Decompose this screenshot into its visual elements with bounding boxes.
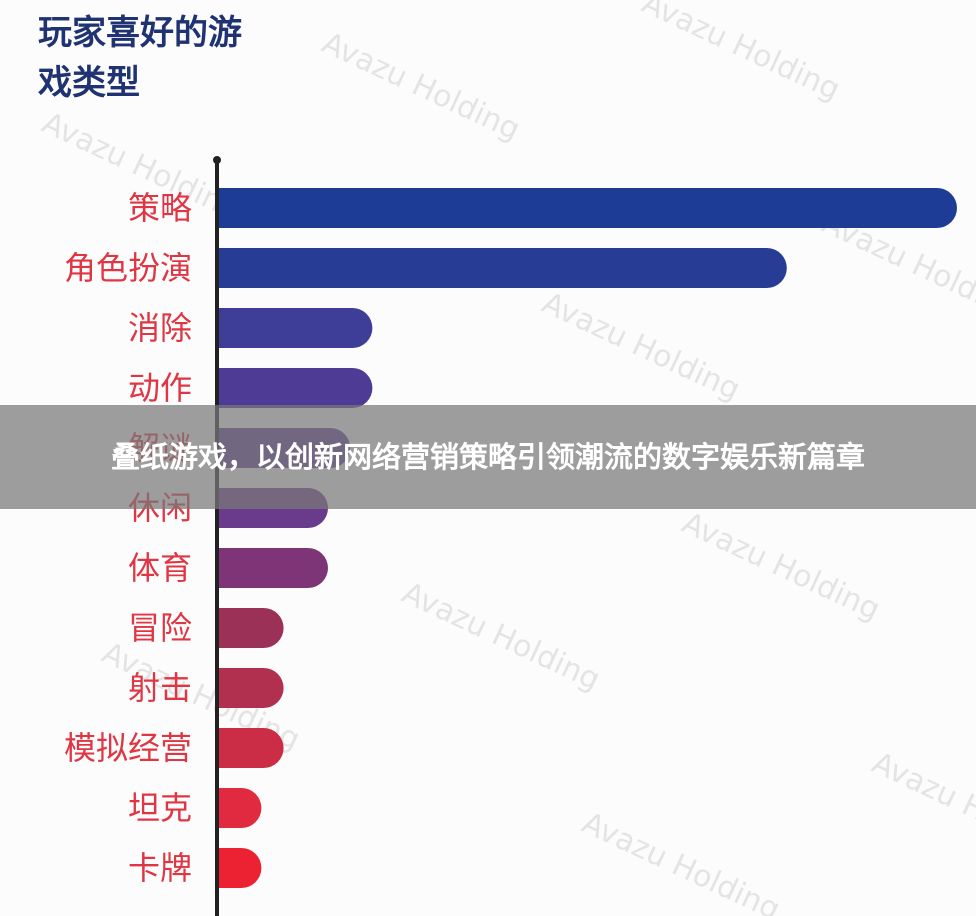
bar-7 bbox=[217, 608, 284, 648]
category-label-2: 消除 bbox=[128, 309, 192, 347]
watermark-text-1: Avazu Holding bbox=[637, 0, 846, 108]
bar-1 bbox=[217, 248, 787, 288]
watermark-text-3: Avazu Holding bbox=[537, 286, 746, 408]
bar-11 bbox=[217, 848, 262, 888]
banner-title: 叠纸游戏，以创新网络营销策略引领潮流的数字娱乐新篇章 bbox=[110, 440, 865, 474]
title-banner: 叠纸游戏，以创新网络营销策略引领潮流的数字娱乐新篇章 bbox=[0, 405, 976, 509]
category-label-7: 冒险 bbox=[128, 609, 192, 647]
bar-2 bbox=[217, 308, 373, 348]
category-label-0: 策略 bbox=[128, 189, 192, 227]
watermark-text-5: Avazu Holding bbox=[677, 506, 886, 628]
category-label-9: 模拟经营 bbox=[64, 729, 192, 767]
bar-6 bbox=[217, 548, 328, 588]
category-label-6: 体育 bbox=[128, 549, 192, 587]
chart-title: 玩家喜好的游戏类型 bbox=[38, 13, 242, 103]
bar-3 bbox=[217, 368, 373, 408]
watermark-text-7: Avazu Holding bbox=[577, 806, 786, 916]
bar-0 bbox=[217, 188, 957, 228]
axis-end-dot bbox=[213, 156, 221, 164]
category-label-8: 射击 bbox=[128, 669, 192, 707]
watermark-text-0: Avazu Holding bbox=[317, 26, 526, 148]
bar-8 bbox=[217, 668, 284, 708]
category-labels-group: 策略角色扮演消除动作解谜休闲体育冒险射击模拟经营坦克卡牌 bbox=[64, 189, 192, 887]
category-label-1: 角色扮演 bbox=[64, 249, 192, 287]
bars-group bbox=[217, 188, 957, 888]
category-label-3: 动作 bbox=[128, 369, 192, 407]
watermark-text-6: Avazu Holding bbox=[397, 576, 606, 698]
category-label-11: 卡牌 bbox=[128, 849, 192, 887]
category-label-10: 坦克 bbox=[128, 789, 192, 827]
bar-10 bbox=[217, 788, 262, 828]
bar-9 bbox=[217, 728, 284, 768]
watermark-text-8: Avazu Holding bbox=[867, 746, 976, 868]
